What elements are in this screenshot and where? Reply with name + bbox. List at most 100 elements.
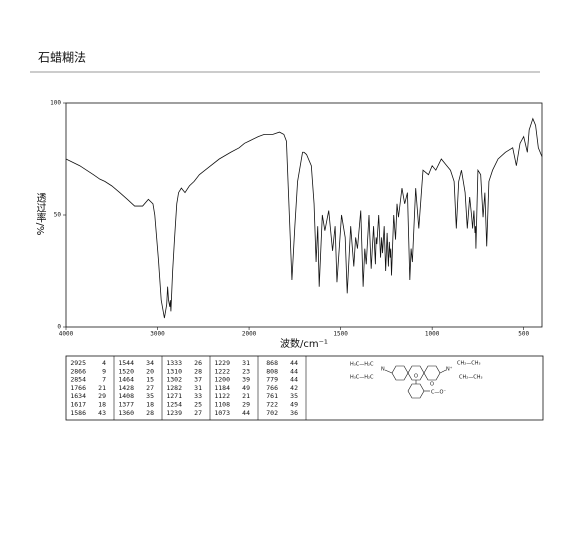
peak-wavenumber: 1302 xyxy=(166,376,182,384)
ring xyxy=(407,383,425,399)
peak-wavenumber: 1377 xyxy=(118,401,134,409)
peak-transmittance: 25 xyxy=(194,401,202,409)
y-axis-label: 透过率/% xyxy=(34,192,46,235)
x-tick-label: 2000 xyxy=(242,331,257,338)
peak-wavenumber: 868 xyxy=(266,359,278,367)
substituent: H₃C—H₂C xyxy=(350,362,374,368)
peak-wavenumber: 702 xyxy=(266,409,278,417)
peak-transmittance: 35 xyxy=(290,392,298,400)
x-tick-label: 3000 xyxy=(150,331,165,338)
peak-wavenumber: 2854 xyxy=(70,376,86,384)
peak-wavenumber: 1108 xyxy=(214,401,230,409)
peak-wavenumber: 1464 xyxy=(118,376,134,384)
y-tick-label: 100 xyxy=(50,100,61,107)
peak-transmittance: 43 xyxy=(98,409,106,417)
peak-transmittance: 23 xyxy=(242,367,250,375)
peak-transmittance: 27 xyxy=(146,384,154,392)
x-tick-label: 1500 xyxy=(333,331,348,338)
peak-transmittance: 21 xyxy=(98,384,106,392)
x-tick-label: 500 xyxy=(518,331,529,338)
peak-transmittance: 26 xyxy=(194,359,202,367)
peak-wavenumber: 1239 xyxy=(166,409,182,417)
x-tick-label: 1000 xyxy=(425,331,440,338)
ring xyxy=(391,365,409,381)
plot-frame xyxy=(65,102,543,328)
group: C—O⁻ xyxy=(431,390,446,396)
x-axis-label: 波数/cm⁻¹ xyxy=(280,337,328,350)
peak-wavenumber: 1333 xyxy=(166,359,182,367)
peak-wavenumber: 1408 xyxy=(118,392,134,400)
substituent: H₃C—H₂C xyxy=(350,375,374,381)
peak-transmittance: 39 xyxy=(242,376,250,384)
y-tick-label: 0 xyxy=(57,324,61,331)
x-tick-label: 4000 xyxy=(59,331,74,338)
peak-wavenumber: 1617 xyxy=(70,401,86,409)
peak-transmittance: 44 xyxy=(242,409,250,417)
peak-wavenumber: 1428 xyxy=(118,384,134,392)
atom: O xyxy=(430,382,434,388)
atom: N⁺ xyxy=(446,367,453,373)
peak-transmittance: 15 xyxy=(146,376,154,384)
page-title: 石蜡糊法 xyxy=(38,50,86,65)
peak-table-frame xyxy=(65,355,544,421)
peak-transmittance: 37 xyxy=(194,376,202,384)
structure xyxy=(384,365,447,399)
peak-transmittance: 49 xyxy=(290,401,298,409)
bond xyxy=(439,369,447,374)
peak-transmittance: 28 xyxy=(146,409,154,417)
peak-wavenumber: 722 xyxy=(266,401,278,409)
peak-transmittance: 44 xyxy=(290,359,298,367)
peak-transmittance: 36 xyxy=(290,409,298,417)
peak-wavenumber: 1122 xyxy=(214,392,230,400)
peak-transmittance: 44 xyxy=(290,367,298,375)
ring xyxy=(423,365,441,381)
bond xyxy=(384,369,393,374)
peak-transmittance: 20 xyxy=(146,367,154,375)
peak-transmittance: 33 xyxy=(194,392,202,400)
peak-wavenumber: 1310 xyxy=(166,367,182,375)
peak-transmittance: 29 xyxy=(242,401,250,409)
peak-transmittance: 42 xyxy=(290,384,298,392)
atom: N xyxy=(381,367,385,373)
substituent: CH₂—CH₃ xyxy=(457,361,481,367)
peak-transmittance: 29 xyxy=(98,392,106,400)
peak-wavenumber: 1282 xyxy=(166,384,182,392)
peak-wavenumber: 1520 xyxy=(118,367,134,375)
peak-wavenumber: 1254 xyxy=(166,401,182,409)
peak-wavenumber: 1544 xyxy=(118,359,134,367)
peak-wavenumber: 761 xyxy=(266,392,278,400)
peak-transmittance: 21 xyxy=(242,392,250,400)
peak-transmittance: 35 xyxy=(146,392,154,400)
peak-wavenumber: 2925 xyxy=(70,359,86,367)
substituent: CH₂—CH₃ xyxy=(459,375,483,381)
peak-wavenumber: 1073 xyxy=(214,409,230,417)
peak-wavenumber: 779 xyxy=(266,376,278,384)
peak-wavenumber: 1766 xyxy=(70,384,86,392)
peak-transmittance: 18 xyxy=(146,401,154,409)
peak-wavenumber: 1229 xyxy=(214,359,230,367)
peak-transmittance: 9 xyxy=(102,367,106,375)
peak-transmittance: 28 xyxy=(194,367,202,375)
peak-transmittance: 18 xyxy=(98,401,106,409)
peak-wavenumber: 1360 xyxy=(118,409,134,417)
spectrum-line xyxy=(65,117,543,319)
peak-wavenumber: 1184 xyxy=(214,384,230,392)
peak-transmittance: 49 xyxy=(242,384,250,392)
y-tick-label: 50 xyxy=(54,212,62,219)
peak-transmittance: 27 xyxy=(194,409,202,417)
atom: O xyxy=(414,374,418,380)
peak-wavenumber: 766 xyxy=(266,384,278,392)
peak-wavenumber: 2866 xyxy=(70,367,86,375)
peak-transmittance: 31 xyxy=(194,384,202,392)
ring xyxy=(407,365,425,381)
peak-transmittance: 4 xyxy=(102,359,106,367)
peak-transmittance: 31 xyxy=(242,359,250,367)
peak-wavenumber: 1586 xyxy=(70,409,86,417)
peak-wavenumber: 1271 xyxy=(166,392,182,400)
peak-wavenumber: 1200 xyxy=(214,376,230,384)
peak-transmittance: 34 xyxy=(146,359,154,367)
peak-wavenumber: 1222 xyxy=(214,367,230,375)
peak-transmittance: 7 xyxy=(102,376,106,384)
peak-wavenumber: 1634 xyxy=(70,392,86,400)
